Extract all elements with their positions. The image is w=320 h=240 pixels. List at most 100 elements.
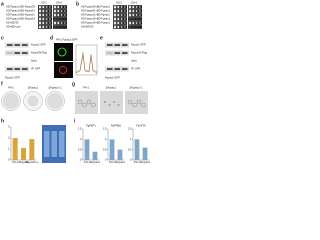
chart-title: FgPRB1 bbox=[111, 124, 121, 128]
column-label: SD-2 bbox=[41, 1, 47, 5]
colony bbox=[113, 13, 117, 17]
x-tick-label: PH-1 bbox=[12, 160, 18, 164]
y-tick-label: 1 bbox=[8, 147, 10, 151]
vacuole bbox=[77, 99, 83, 105]
row-label: AD-Fgvps16+BD-Fgvac1 bbox=[81, 21, 110, 25]
colony bbox=[135, 14, 138, 16]
colony bbox=[45, 22, 48, 24]
colony bbox=[42, 9, 45, 13]
y-tick-label: 1 bbox=[130, 137, 132, 141]
gel-band bbox=[51, 131, 57, 157]
plate-strip bbox=[128, 17, 142, 21]
plate-strip bbox=[53, 13, 67, 17]
colony bbox=[124, 18, 126, 20]
plate-strip bbox=[38, 13, 52, 17]
colony bbox=[132, 25, 135, 29]
column-label: SD-4 bbox=[56, 1, 62, 5]
colony bbox=[117, 5, 120, 9]
y-tick-label: 1.5 bbox=[128, 127, 132, 131]
colony bbox=[53, 17, 57, 21]
plate-strip bbox=[53, 17, 67, 21]
plate-strip bbox=[38, 21, 52, 25]
panel-label: d bbox=[50, 35, 53, 41]
blot-label: Fgvac1-GFP bbox=[105, 76, 120, 80]
colony bbox=[38, 21, 42, 25]
blot-band bbox=[14, 52, 20, 54]
row-label: AD-Fgvps41+BD-Fgvac1 bbox=[81, 9, 110, 13]
colony bbox=[53, 25, 57, 29]
y-tick-label: 0.5 bbox=[78, 147, 82, 151]
colony bbox=[113, 25, 117, 29]
plate-strip bbox=[113, 5, 127, 9]
strain-label: ΔFgvac1 bbox=[28, 86, 39, 90]
plate-strip bbox=[53, 21, 67, 25]
strain-label: PH-1 bbox=[8, 86, 14, 90]
micrograph bbox=[75, 91, 98, 114]
row-label: AD+BD-Lam bbox=[6, 25, 21, 29]
plate-strip bbox=[128, 21, 142, 25]
colony bbox=[60, 6, 63, 8]
colony bbox=[57, 9, 60, 13]
colony bbox=[135, 22, 138, 24]
bar bbox=[117, 149, 123, 160]
x-tick-label: ΔFgvac1 bbox=[18, 160, 29, 164]
colony bbox=[117, 9, 120, 13]
blot-band bbox=[22, 44, 28, 46]
plate-strip bbox=[53, 25, 67, 29]
gel-band bbox=[59, 131, 65, 157]
row-label: AD-Fgvps39+BD-Fgvac1 bbox=[81, 5, 110, 9]
row-label: AD-Fgvac1+BD-Fgvps41 bbox=[6, 9, 35, 13]
y-tick-label: 3 bbox=[8, 125, 10, 129]
blot-label: Input bbox=[131, 59, 137, 63]
profile bbox=[75, 54, 98, 74]
colony bbox=[132, 17, 135, 21]
y-tick-label: 0 bbox=[130, 158, 132, 162]
colony bbox=[53, 9, 57, 13]
colony bbox=[117, 17, 120, 21]
plate-strip bbox=[128, 13, 142, 17]
row-label: AD-Fgvac1+BD-Fgvps39 bbox=[6, 5, 35, 9]
vacuole bbox=[113, 101, 115, 103]
colony bbox=[124, 10, 126, 12]
colony bbox=[132, 9, 135, 13]
vacuole bbox=[132, 102, 137, 108]
y-tick-label: 0 bbox=[80, 158, 82, 162]
row-label: AD-Fgvps18+BD-Fgvac1 bbox=[81, 17, 110, 21]
colony bbox=[113, 17, 117, 21]
colony bbox=[42, 13, 45, 17]
colony bbox=[139, 14, 141, 16]
colony bbox=[132, 21, 135, 25]
colony bbox=[120, 6, 123, 8]
panel-label: a bbox=[1, 1, 4, 7]
colony bbox=[49, 26, 51, 28]
plate-strip bbox=[53, 5, 67, 9]
colony bbox=[64, 6, 66, 8]
row-label: AD-Fgvps11+BD-Fgvac1 bbox=[81, 13, 110, 17]
micrograph bbox=[100, 91, 123, 114]
micrograph bbox=[54, 62, 73, 78]
plate-strip bbox=[53, 9, 67, 13]
colony bbox=[49, 10, 51, 12]
colony bbox=[139, 22, 141, 24]
panel-label: e bbox=[100, 35, 103, 41]
colony bbox=[113, 5, 117, 9]
colony bbox=[45, 18, 48, 20]
blot-band bbox=[7, 44, 13, 46]
blot-band bbox=[7, 52, 13, 54]
vacuole bbox=[117, 104, 120, 106]
colony bbox=[135, 10, 138, 12]
plate-strip bbox=[113, 13, 127, 17]
plate-strip bbox=[38, 9, 52, 13]
colony bbox=[128, 13, 132, 17]
colony bbox=[64, 14, 66, 16]
vacuole bbox=[91, 102, 96, 108]
colony bbox=[128, 9, 132, 13]
blot-band bbox=[14, 68, 20, 70]
y-tick-label: 1.5 bbox=[103, 127, 107, 131]
blot-band bbox=[22, 68, 28, 70]
chart-title: FgPEP1 bbox=[86, 124, 96, 128]
row-label: AD-Fgvac1+BD-Fgvps18 bbox=[6, 17, 35, 21]
row-label: AD-Fgvac1+BD-Fgvps11 bbox=[6, 13, 35, 17]
blot-label: Fgvps41-Flag bbox=[131, 51, 147, 55]
panel-label: c bbox=[1, 35, 4, 41]
